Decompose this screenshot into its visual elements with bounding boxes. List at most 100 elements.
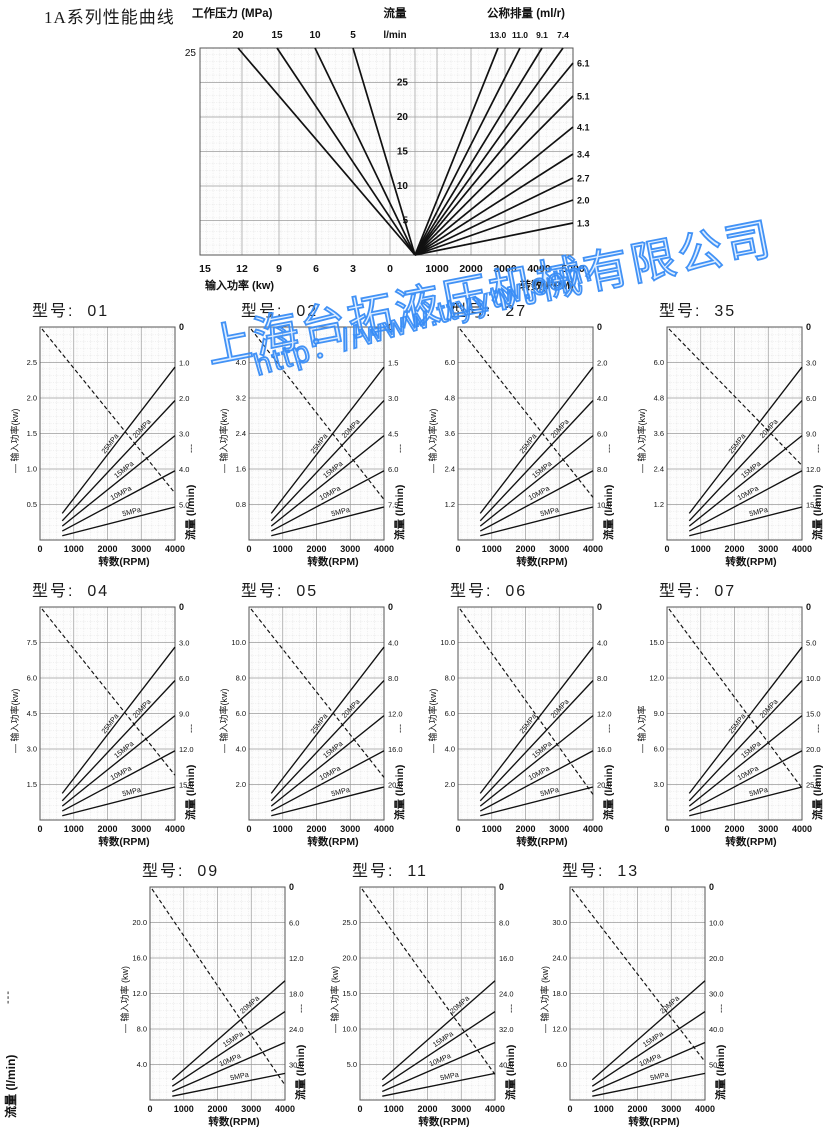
- power-tick: 9.0: [654, 709, 664, 718]
- flow-tick: 20.0: [597, 781, 612, 790]
- flow-dashed-line: [41, 608, 176, 776]
- power-tick: 10.0: [440, 638, 455, 647]
- displacement-right-tick: 6.1: [577, 59, 590, 69]
- speed-tick: 1000: [482, 544, 502, 554]
- pressure-line: [352, 47, 416, 256]
- speed-tick: 2000: [306, 544, 326, 554]
- flow-tick: 16.0: [388, 745, 403, 754]
- power-tick: 4.5: [27, 709, 37, 718]
- speed-axis-title: 转数(RPM): [307, 835, 358, 848]
- flow-tick: 0: [179, 602, 184, 612]
- pressure-curve: [61, 646, 176, 794]
- speed-tick: 1000: [64, 544, 84, 554]
- flow-axis-label: 流量 (l/min): [4, 1054, 18, 1118]
- power-tick: 2.5: [27, 358, 37, 367]
- model-07-chart: 型号: 07 25MPa 20MPa 15MPa 10MPa 5MPa 15.0 12.0 9.…: [629, 575, 835, 853]
- power-tick: 4.0: [137, 1060, 147, 1069]
- model-title: 型号: 35: [659, 303, 737, 320]
- speed-tick: 2000: [97, 824, 117, 834]
- flow-tick: 20.0: [388, 781, 403, 790]
- power-tick: 10.0: [231, 638, 246, 647]
- flow-tick: 15.0: [806, 501, 821, 510]
- pressure-curve: [688, 470, 803, 532]
- displacement-top-tick: 11.0: [512, 30, 528, 40]
- flow-axis-title: 流量 (l/min): [393, 485, 406, 540]
- flow-tick: 0: [499, 882, 504, 892]
- flow-tick: 5.0: [806, 639, 816, 648]
- flow-axis-title: 流量 (l/min): [602, 485, 615, 540]
- pressure-curve-label: 5MPa: [121, 785, 141, 798]
- flow-dashed-line: [459, 328, 594, 498]
- power-tick: 0: [387, 263, 393, 275]
- power-axis-title: — 输入功率 (kw): [539, 966, 550, 1033]
- flow-dashed-line: [250, 328, 385, 500]
- speed-tick: 3000: [241, 1104, 261, 1114]
- flow-tick: 6.0: [806, 394, 816, 403]
- flow-tick: 4.0: [597, 394, 607, 403]
- dashed-line-legend: ---: [604, 444, 614, 453]
- flow-axis-title: 流量 (l/min): [504, 1045, 517, 1100]
- pressure-curve: [591, 980, 706, 1081]
- pressure-curve: [270, 646, 385, 794]
- flow-dashed-line: [41, 328, 176, 494]
- pressure-curve: [61, 680, 176, 802]
- power-tick: 0.8: [236, 500, 246, 509]
- flow-dashed-line: [361, 888, 496, 1075]
- fan-lines: [237, 47, 574, 256]
- power-tick: 12: [236, 263, 248, 275]
- pressure-tick: 5: [350, 30, 356, 41]
- pressure-curve: [688, 750, 803, 812]
- pressure-line: [314, 47, 416, 256]
- speed-tick: 4000: [374, 824, 394, 834]
- plot-border: [248, 606, 385, 821]
- flow-axis-title: 流量 (l/min): [184, 765, 197, 820]
- displacement-top-tick: 7.4: [557, 30, 569, 40]
- power-tick: 8.0: [445, 674, 455, 683]
- speed-tick: 0: [455, 824, 460, 834]
- speed-tick: 4000: [485, 1104, 505, 1114]
- flow-tick: 10.0: [709, 919, 724, 928]
- flow-tick: 3.0: [179, 430, 189, 439]
- flow-tick: 0: [806, 322, 811, 332]
- flow-tick: 2.0: [179, 394, 189, 403]
- displacement-line: [414, 47, 564, 256]
- pressure-curve: [171, 980, 286, 1081]
- flow-dashed-line: [668, 328, 803, 466]
- power-tick: 2.0: [27, 394, 37, 403]
- pressure-curve: [270, 366, 385, 514]
- flow-tick: 12.0: [179, 745, 194, 754]
- speed-axis-title: 转数(RPM): [208, 1115, 259, 1128]
- flow-tick: 30.0: [289, 1061, 304, 1070]
- power-axis-title: — 输入功率(kw): [218, 409, 229, 474]
- pressure-curve-label: 5MPa: [748, 785, 768, 798]
- flow-tick: 2.0: [597, 359, 607, 368]
- pressure-curve: [382, 1072, 496, 1097]
- displacement-line: [414, 222, 574, 256]
- pressure-curve: [270, 680, 385, 802]
- power-tick: 4.0: [236, 358, 246, 367]
- speed-tick: 2000: [207, 1104, 227, 1114]
- main-performance-nomograph: 工作压力 (MPa) 流量 l/min 公称排量 (ml/r) 20 15 10 5 13.0 1…: [172, 0, 622, 298]
- speed-tick: 2000: [515, 824, 535, 834]
- speed-axis-title: 转数(RPM): [725, 555, 776, 568]
- pressure-curve: [689, 786, 803, 817]
- pressure-curve-label: 5MPa: [121, 505, 141, 518]
- flow-tick: 16.0: [597, 745, 612, 754]
- power-tick: 4.8: [445, 394, 455, 403]
- power-axis-title: — 输入功率(kw): [9, 409, 20, 474]
- pressure-curve: [689, 506, 803, 537]
- flow-tick: 6.0: [597, 430, 607, 439]
- page-title: 1A系列性能曲线: [44, 8, 175, 27]
- power-tick: 1.0: [27, 465, 37, 474]
- displacement-line: [414, 95, 574, 256]
- model-35-chart: 型号: 35 25MPa 20MPa 15MPa 10MPa 5MPa 6.0 4.8 3.6 2…: [629, 295, 835, 573]
- pressure-curve: [479, 680, 594, 802]
- flow-tick: 0: [388, 322, 393, 332]
- flow-tick: 3.0: [179, 639, 189, 648]
- power-tick: 2.4: [654, 465, 664, 474]
- pressure-curve: [270, 435, 385, 527]
- flow-tick: 10.0: [806, 674, 821, 683]
- pressure-curve: [479, 646, 594, 794]
